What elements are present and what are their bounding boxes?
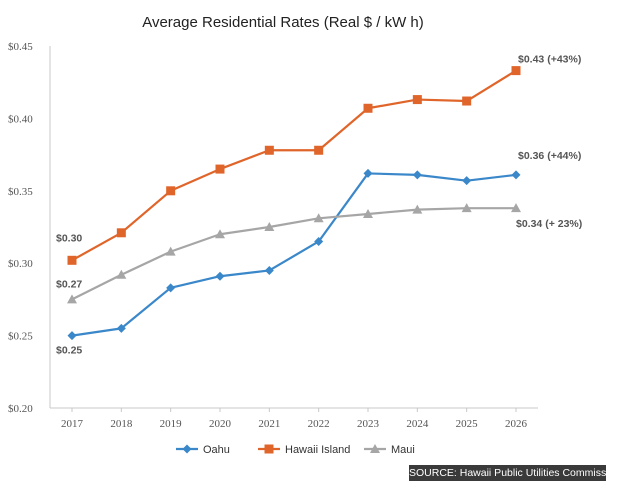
point-maui: [264, 222, 275, 231]
point-maui: [363, 208, 373, 218]
series-line-hawaii-island: [71, 69, 517, 262]
x-axis-ticks: 2017 2018 2019 2020 2021 2022 2023 2024 2025 2026: [61, 408, 528, 430]
point-hawaii-island: [462, 96, 472, 106]
point-hawaii-island: [511, 66, 521, 76]
legend-label-maui: Maui: [391, 444, 415, 456]
x-tick-label: 2026: [505, 418, 528, 430]
x-tick-label: 2025: [456, 418, 479, 430]
point-oahu: [363, 168, 373, 178]
point-hawaii-island: [412, 95, 422, 105]
point-oahu: [166, 283, 176, 293]
point-maui: [313, 213, 324, 223]
legend-label-oahu: Oahu: [203, 444, 230, 456]
end-label-maui: $0.34 (+ 23%): [516, 218, 582, 230]
point-maui: [67, 294, 77, 304]
series-line-maui: [71, 207, 516, 301]
point-oahu: [462, 176, 472, 186]
point-hawaii-island: [215, 164, 225, 174]
y-tick-label: $0.40: [8, 113, 33, 125]
y-tick-label: $0.45: [8, 41, 33, 53]
point-maui: [412, 204, 423, 214]
point-maui: [165, 246, 176, 256]
point-maui: [511, 203, 521, 213]
y-tick-label: $0.30: [8, 258, 33, 270]
legend-label-hawaii-island: Hawaii Island: [285, 444, 350, 456]
x-tick-label: 2019: [160, 418, 183, 430]
y-axis-ticks: $0.20 $0.25 $0.30 $0.35 $0.40 $0.45: [8, 41, 33, 415]
point-oahu: [67, 331, 77, 341]
point-maui: [116, 269, 127, 279]
point-oahu: [511, 170, 521, 180]
point-maui: [461, 203, 472, 213]
series-layer: [67, 66, 521, 341]
legend-marker-oahu: [182, 444, 192, 454]
x-tick-label: 2022: [308, 418, 330, 430]
data-labels: $0.25 $0.36 (+44%) $0.30 $0.43 (+43%) $0.27 $…: [56, 54, 582, 357]
chart-title: Average Residential Rates (Real $ / kW h…: [142, 14, 424, 31]
point-oahu: [215, 271, 225, 281]
x-tick-label: 2024: [406, 418, 429, 430]
point-maui: [215, 229, 225, 239]
x-tick-label: 2017: [61, 418, 84, 430]
point-hawaii-island: [314, 145, 324, 155]
legend-marker-hawaii-island: [264, 444, 274, 454]
x-tick-label: 2020: [209, 418, 232, 430]
x-tick-label: 2018: [110, 418, 133, 430]
point-hawaii-island: [116, 228, 126, 238]
y-tick-label: $0.25: [8, 331, 33, 343]
point-oahu: [412, 170, 422, 180]
series-line-oahu: [71, 172, 517, 337]
point-hawaii-island: [166, 186, 176, 196]
x-tick-label: 2021: [258, 418, 280, 430]
end-label-hawaii-island: $0.43 (+43%): [518, 54, 581, 66]
x-tick-label: 2023: [357, 418, 380, 430]
start-label-maui: $0.27: [56, 278, 82, 290]
start-label-hawaii-island: $0.30: [56, 232, 82, 244]
point-oahu: [314, 236, 324, 246]
point-hawaii-island: [264, 145, 274, 155]
point-hawaii-island: [67, 255, 77, 265]
legend: Oahu Hawaii Island Maui: [176, 444, 415, 456]
y-tick-label: $0.20: [8, 403, 33, 415]
legend-marker-maui: [370, 444, 380, 453]
start-label-oahu: $0.25: [56, 345, 82, 357]
source-note: SOURCE: Hawaii Public Utilities Commissi…: [409, 465, 621, 481]
point-oahu: [116, 323, 126, 333]
end-label-oahu: $0.36 (+44%): [518, 150, 581, 162]
point-hawaii-island: [363, 103, 373, 113]
y-tick-label: $0.35: [8, 186, 33, 198]
point-oahu: [264, 265, 274, 275]
